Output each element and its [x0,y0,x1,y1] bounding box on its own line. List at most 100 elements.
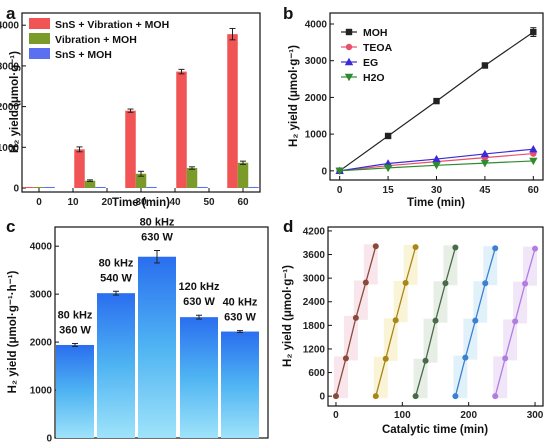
data-point [442,280,449,287]
x-tick-label: 100 [394,410,411,421]
legend-swatch [29,48,50,59]
y-tick-label: 4000 [305,20,328,31]
data-point [529,144,538,153]
bar [146,186,157,188]
x-tick-label: 60 [237,197,249,208]
bar [227,34,238,188]
y-tick-label: 2400 [303,297,326,308]
x-axis-label: Catalytic time (min) [382,424,488,436]
bar [44,186,55,188]
y-tick-label: 1000 [0,143,19,154]
x-axis-label: Time (min) [407,197,465,209]
bar [180,317,218,438]
data-point [383,164,393,173]
bar [186,168,198,188]
bar [197,186,208,188]
y-tick-label: 2000 [0,102,19,113]
data-point [480,159,490,168]
data-point [432,154,441,163]
y-tick-label: 1200 [303,344,326,355]
data-point [472,317,479,324]
legend-label: Vibration + MOH [55,34,137,46]
data-point [532,245,539,252]
bar-label-power: 540 W [100,272,132,284]
y-tick-label: 0 [46,434,52,442]
bar [221,331,259,438]
data-point [432,317,439,324]
x-tick-label: 0 [337,185,343,196]
y-tick-label: 3000 [0,61,19,72]
bar [56,344,94,438]
bar [138,256,176,438]
x-tick-label: 15 [383,185,395,196]
legend-marker [345,28,353,36]
panel-label-d: d [283,217,293,236]
y-tick-label: 2000 [305,93,328,104]
legend-marker [344,73,354,82]
y-tick-label: 1000 [30,386,53,397]
legend-label: TEOA [363,42,393,54]
legend-label: EG [363,57,378,69]
y-tick-label: 3000 [303,274,326,285]
x-tick-label: 60 [528,185,540,196]
data-point [372,243,379,250]
legend-label: H2O [363,72,385,84]
bar-label-frequency: 120 kHz [179,281,220,293]
panel-label-b: b [283,4,293,23]
data-point [422,357,429,364]
bar-label-power: 630 W [183,296,215,308]
bar [23,186,34,188]
data-point [335,167,344,176]
data-point [384,132,392,140]
bar [33,186,45,188]
bar [97,293,135,438]
legend-swatch [29,33,50,44]
y-tick-label: 3000 [30,290,53,301]
legend-label: SnS + Vibration + MOH [55,19,169,31]
x-tick-label: 45 [479,185,491,196]
data-point [362,279,369,286]
bar [176,71,187,188]
x-tick-label: 0 [333,410,339,421]
data-point [402,279,409,286]
data-point [452,244,459,251]
data-point [332,393,339,400]
data-point [372,393,379,400]
data-point [382,355,389,362]
panel-a: 0 10 20 30 40 50 60 0 1000 2000 3000 4000 SnS + Vib… [0,12,261,209]
legend-swatch [29,18,50,29]
bar [84,180,96,188]
data-point [529,157,538,166]
data-point [512,318,519,325]
bar [237,162,249,188]
y-tick-label: 0 [319,392,325,403]
x-tick-label: 30 [431,185,443,196]
bar-label-power: 360 W [59,325,91,337]
legend-marker [344,57,354,66]
data-point [412,393,419,400]
x-tick-label: 300 [527,410,544,421]
y-tick-label: 4000 [0,21,19,32]
legend-label: SnS + MOH [55,49,112,61]
data-point [433,97,440,105]
data-point [452,393,459,400]
bar [95,186,106,188]
data-point [480,149,490,158]
y-tick-label: 600 [308,368,325,379]
panel-label-a: a [6,4,16,23]
x-tick-label: 20 [101,197,113,208]
legend-marker [345,43,353,51]
x-axis-label: Time (min) [112,197,170,209]
x-tick-label: 200 [460,410,477,421]
bar-label-power: 630 W [141,231,173,243]
y-axis-label: H₂ yield (μmol·g⁻¹·h⁻¹) [7,271,19,394]
data-point [412,244,419,251]
bar [74,149,85,188]
data-point [530,28,537,36]
bar-label-power: 630 W [224,312,256,324]
bar-label-frequency: 80 kHz [140,216,175,228]
bar-label-frequency: 80 kHz [99,257,134,269]
